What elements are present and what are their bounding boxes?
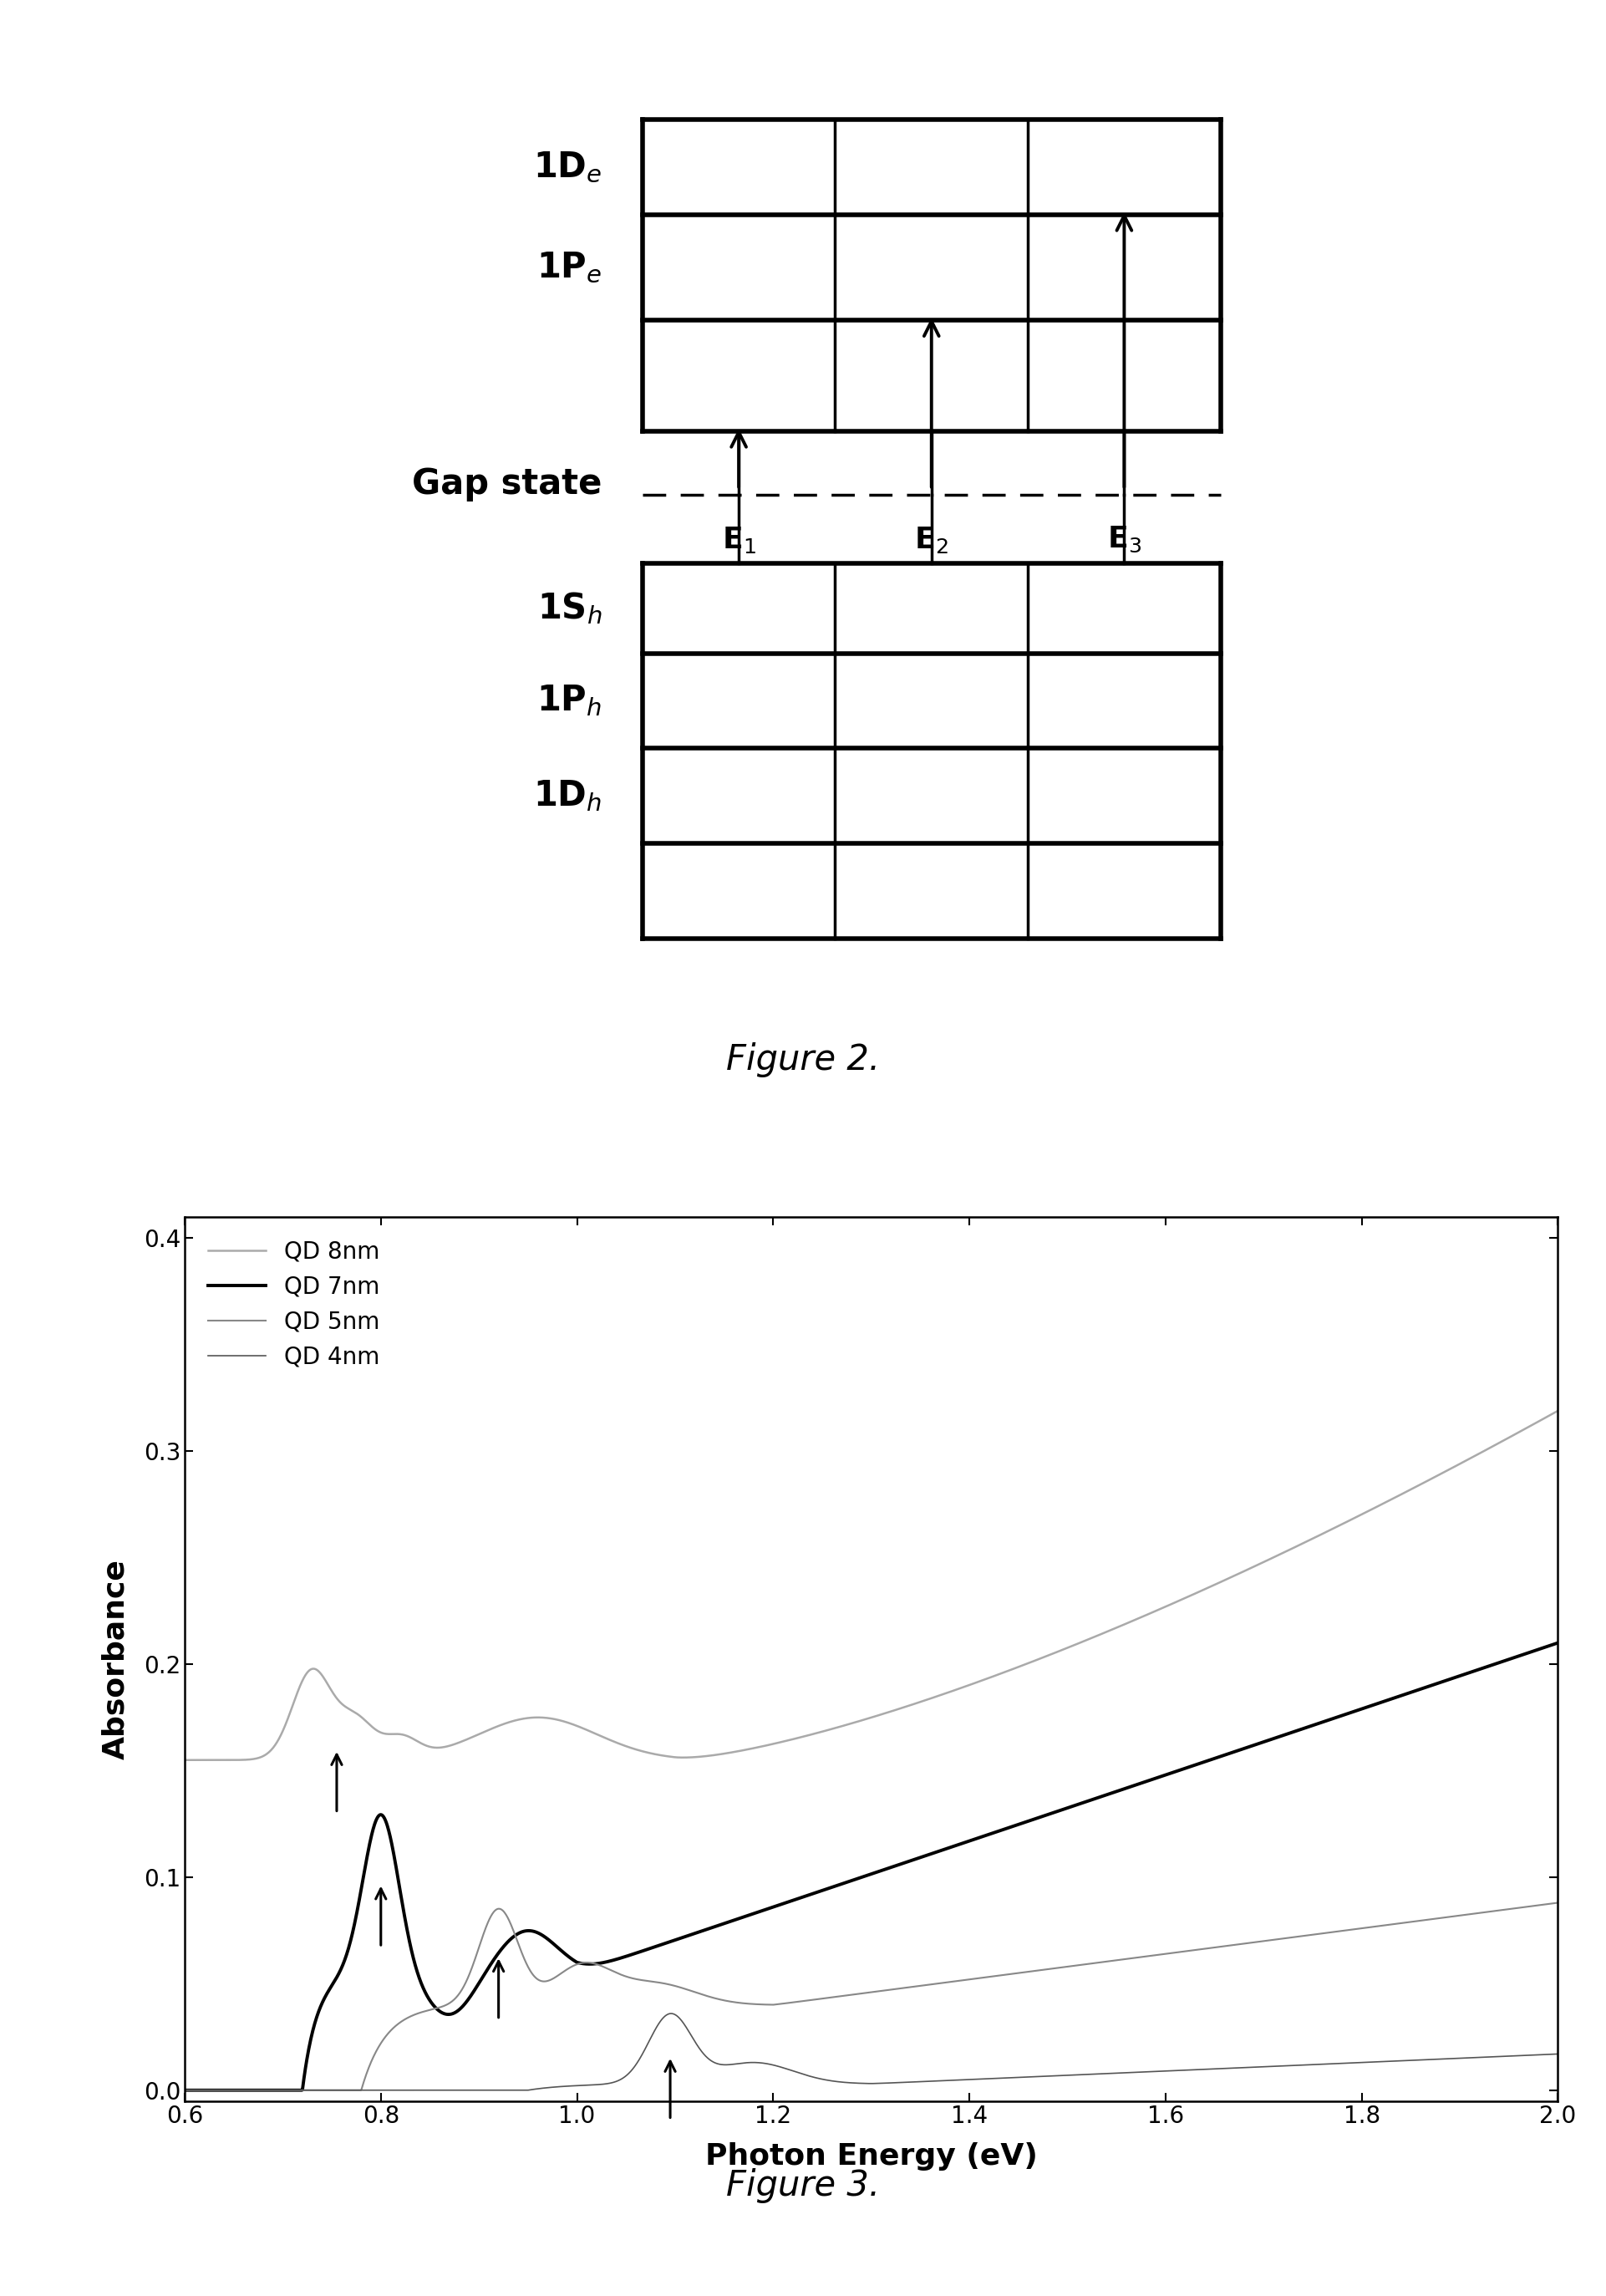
Text: 1D$_e$: 1D$_e$ xyxy=(533,149,602,186)
Text: 1D$_h$: 1D$_h$ xyxy=(533,778,602,813)
Text: Figure 3.: Figure 3. xyxy=(726,2167,880,2204)
Text: E$_1$: E$_1$ xyxy=(721,523,756,556)
Text: 1P$_h$: 1P$_h$ xyxy=(536,684,602,719)
Text: E$_2$: E$_2$ xyxy=(914,523,949,556)
Text: 1P$_e$: 1P$_e$ xyxy=(536,250,602,285)
X-axis label: Photon Energy (eV): Photon Energy (eV) xyxy=(705,2142,1037,2170)
Legend: QD 8nm, QD 7nm, QD 5nm, QD 4nm: QD 8nm, QD 7nm, QD 5nm, QD 4nm xyxy=(199,1231,389,1378)
Text: Figure 2.: Figure 2. xyxy=(726,1042,880,1077)
Y-axis label: Absorbance: Absorbance xyxy=(101,1559,130,1759)
Text: 1S$_h$: 1S$_h$ xyxy=(538,590,602,627)
Text: E$_3$: E$_3$ xyxy=(1107,526,1142,553)
Text: Gap state: Gap state xyxy=(413,466,602,503)
